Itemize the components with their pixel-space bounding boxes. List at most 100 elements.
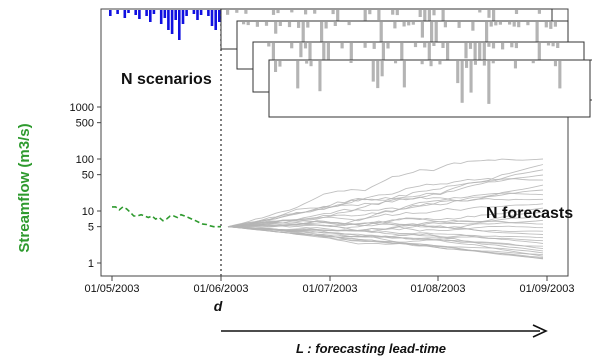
scenario-precip-bar — [333, 22, 337, 26]
scenario-precip-bar — [290, 10, 294, 13]
scenario-precip-bar — [394, 61, 398, 64]
scenario-precip-bar — [305, 61, 309, 64]
scenario-precip-bar — [402, 22, 406, 27]
obs-precip-bar — [178, 10, 181, 40]
scenario-precip-bar — [429, 61, 433, 67]
scenario-precip-bar — [498, 22, 502, 25]
scenario-precip-bar — [363, 10, 367, 23]
scenario-precip-bar — [395, 10, 399, 16]
scenario-precip-bar — [296, 61, 300, 89]
forecast-line — [227, 174, 544, 228]
lead-time-arrowhead — [532, 324, 548, 338]
scenario-precip-bar — [301, 22, 305, 52]
scenario-precip-bar — [556, 43, 560, 48]
scenario-precip-bar — [537, 10, 541, 14]
scenario-precip-bar — [377, 10, 381, 20]
scenario-precip-bar — [400, 43, 404, 62]
scenario-precip-bar — [244, 10, 248, 14]
scenario-precip-bar — [331, 10, 335, 15]
scenario-precip-bar — [371, 61, 375, 82]
scenario-precip-bar — [226, 10, 230, 15]
scenario-precip-bar — [313, 10, 317, 14]
obs-precip-bar — [196, 10, 199, 20]
lead-time-label: L : forecasting lead-time — [296, 341, 446, 356]
scenario-precip-bar — [487, 61, 491, 104]
scenario-precip-bar — [427, 43, 431, 75]
scenario-panel-4 — [268, 59, 591, 118]
scenario-precip-bar — [512, 22, 516, 27]
scenario-precip-bar — [432, 10, 436, 16]
scenario-precip-bar — [494, 22, 498, 26]
scenario-precip-bar — [432, 43, 436, 46]
obs-precip-bar — [152, 10, 156, 14]
scenario-precip-bar — [347, 22, 351, 26]
scenario-precip-bar — [418, 10, 422, 17]
observed-streamflow-line — [112, 205, 221, 228]
scenario-precip-bar — [274, 61, 278, 72]
scenario-precip-bar — [411, 22, 415, 25]
scenario-precip-bar — [381, 43, 385, 67]
scenario-precip-bar — [478, 10, 482, 13]
scenario-precip-bar — [558, 61, 562, 89]
scenario-precip-bar — [420, 61, 424, 65]
scenario-precip-bar — [478, 43, 482, 70]
scenario-precip-bar — [460, 61, 464, 103]
scenario-precip-bar — [549, 22, 553, 29]
scenario-precip-bar — [464, 43, 468, 59]
scenario-precip-bar — [235, 10, 239, 13]
obs-precip-bar — [145, 10, 148, 16]
forecast-line — [227, 222, 544, 230]
y-axis-label: Streamflow (m3/s) — [16, 123, 33, 252]
forecast-line — [227, 164, 544, 228]
scenario-precip-bar — [443, 22, 447, 28]
scenario-precip-bar — [299, 43, 303, 58]
scenario-precip-bar — [267, 43, 271, 47]
y-tick-label-5: 500 — [76, 118, 94, 130]
scenario-precip-bar — [423, 43, 427, 48]
scenario-precip-bar — [368, 10, 372, 15]
scenario-precip-bar — [535, 22, 539, 51]
scenarios-label: N scenarios — [121, 71, 212, 88]
scenario-precip-bar — [413, 43, 418, 48]
forecast-lines — [227, 158, 544, 260]
scenario-precip-bar — [318, 61, 322, 92]
scenario-precip-bar — [336, 10, 340, 30]
scenario-precip-bar — [290, 43, 294, 49]
scenario-precip-bar — [264, 22, 269, 26]
scenario-precip-bar — [274, 22, 278, 34]
x-tick-label-0: 01/05/2003 — [84, 283, 139, 295]
obs-precip-bar — [214, 10, 217, 30]
scenario-precip-bar — [402, 61, 406, 88]
y-tick-label-2: 10 — [82, 206, 94, 218]
forecast-line — [227, 226, 544, 254]
obs-precip-bar — [207, 10, 210, 16]
scenario-precip-bar — [308, 43, 312, 72]
scenario-precip-bar — [514, 10, 519, 14]
forecast-line — [227, 211, 544, 229]
forecast-line — [227, 189, 544, 228]
scenario-precip-bar — [297, 22, 301, 28]
scenario-precip-bar — [468, 43, 473, 49]
x-axis: 01/05/2003 01/06/2003 01/07/2003 01/08/2003… — [84, 275, 575, 295]
scenario-precip-bar — [546, 43, 551, 46]
scenario-precip-bar — [391, 10, 395, 15]
obs-precip-bar — [134, 10, 137, 15]
scenario-precip-bar — [491, 61, 495, 64]
scenario-precip-bar — [465, 61, 469, 68]
y-tick-label-1: 5 — [88, 222, 94, 234]
scenario-precip-bar — [363, 43, 367, 48]
scenario-precip-bar — [485, 22, 489, 49]
obs-precip-bar — [174, 10, 177, 20]
scenario-precip-bar — [407, 22, 411, 26]
scenario-precip-bar — [482, 61, 486, 66]
scenario-precip-bar — [349, 61, 353, 63]
obs-precip-bar — [181, 10, 185, 24]
scenario-precip-bar — [487, 10, 491, 18]
scenario-precip-bar — [379, 22, 383, 48]
scenario-precip-bar — [271, 10, 276, 15]
scenario-precip-bar — [309, 61, 313, 67]
scenario-precip-bar — [514, 43, 518, 49]
scenario-precip-bar — [349, 43, 353, 67]
obs-precip-bar — [123, 10, 127, 18]
